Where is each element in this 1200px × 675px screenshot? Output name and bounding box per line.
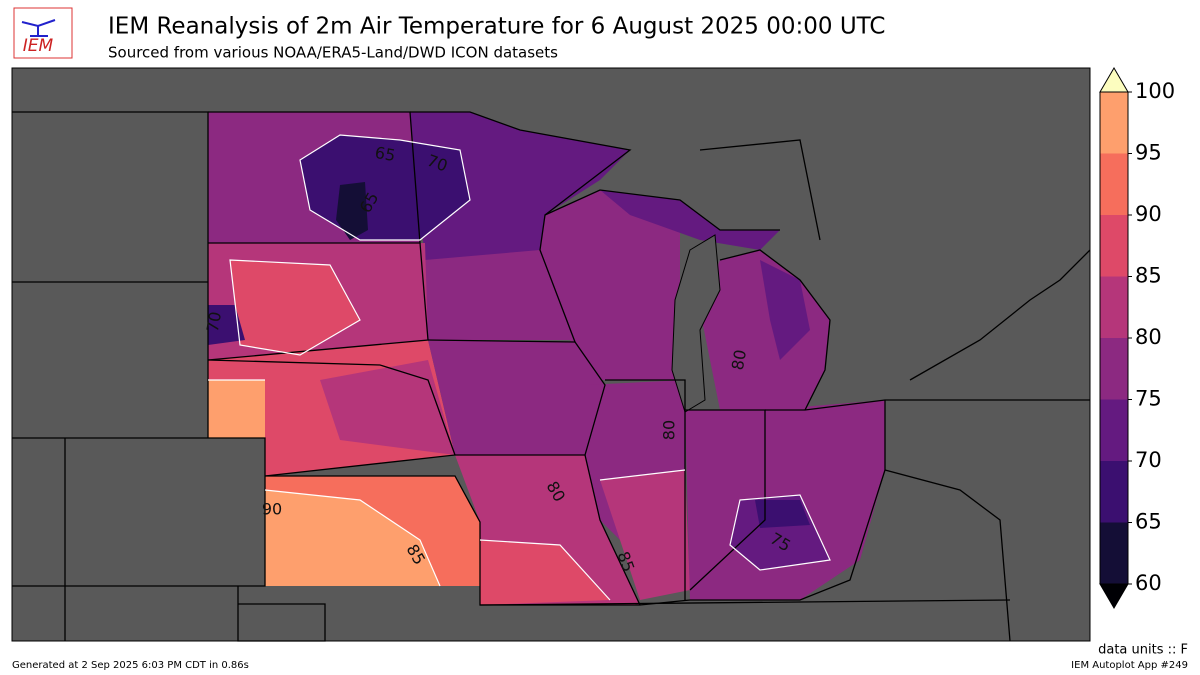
- colorbar-tick-label: 85: [1135, 264, 1162, 288]
- colorbar-tick-label: 95: [1135, 141, 1162, 165]
- colorbar: 60 65 70 75 80 85 90 95 100: [1099, 67, 1175, 609]
- contour-line: [208, 379, 441, 587]
- logo-icon: [21, 19, 56, 37]
- colorbar-band: [1100, 461, 1128, 523]
- border: [237, 586, 326, 642]
- colorbar-band: [1100, 522, 1128, 584]
- contour-label: 80: [660, 420, 679, 440]
- field: [208, 380, 265, 438]
- colorbar-tick-label: 80: [1135, 325, 1162, 349]
- colorbar-tick-label: 60: [1135, 571, 1162, 595]
- field: [320, 360, 455, 455]
- colorbar-band: [1100, 153, 1128, 215]
- footer-left: Generated at 2 Sep 2025 6:03 PM CDT in 0…: [12, 660, 249, 671]
- colorbar-band: [1100, 338, 1128, 400]
- border: [699, 139, 821, 241]
- border: [884, 469, 1011, 642]
- contour-label: 65: [373, 143, 396, 165]
- border: [265, 400, 886, 606]
- colorbar-tick-label: 70: [1135, 448, 1162, 472]
- field: [265, 490, 440, 586]
- contour-line: [299, 134, 471, 241]
- contour-line: [229, 259, 361, 356]
- contour-line: [479, 469, 686, 601]
- border: [208, 111, 421, 244]
- title: IEM Reanalysis of 2m Air Temperature for…: [108, 14, 885, 40]
- contour-label: 70: [203, 310, 225, 333]
- contour-label: 80: [728, 348, 750, 371]
- border: [765, 399, 1090, 411]
- colorbar-tick-label: 100: [1135, 79, 1175, 103]
- colorbar-tick-label: 65: [1135, 510, 1162, 534]
- border: [410, 111, 632, 343]
- colorbar-band: [1100, 276, 1128, 338]
- border: [12, 437, 266, 587]
- lake: [671, 234, 721, 413]
- colorbar-over: [1099, 67, 1129, 93]
- border: [584, 454, 641, 606]
- field: [755, 500, 810, 528]
- border: [544, 189, 780, 231]
- field: [425, 190, 680, 380]
- field: [230, 260, 360, 355]
- field: [208, 305, 245, 345]
- field: [760, 260, 810, 360]
- border: [207, 359, 456, 477]
- border: [479, 599, 1011, 606]
- field: [410, 112, 630, 260]
- subtitle: Sourced from various NOAA/ERA5-Land/DWD …: [108, 44, 558, 62]
- colorbar-tick-label: 90: [1135, 202, 1162, 226]
- logo: IEM: [13, 7, 73, 59]
- field: [480, 540, 610, 605]
- units-label: data units :: F: [1098, 643, 1188, 658]
- border: [455, 341, 606, 456]
- field: [600, 470, 690, 600]
- border: [685, 409, 766, 591]
- colorbar-tick-label: 75: [1135, 387, 1162, 411]
- colorbar-band: [1100, 215, 1128, 277]
- border: [719, 249, 831, 411]
- contour-label: 90: [262, 500, 282, 519]
- contour-line: [729, 494, 831, 571]
- colorbar-band: [1100, 399, 1128, 461]
- field: [600, 190, 780, 250]
- colorbar-under: [1099, 583, 1129, 609]
- logo-text: IEM: [23, 36, 54, 56]
- border: [909, 249, 1091, 381]
- colorbar-band: [1100, 92, 1128, 154]
- footer-right: IEM Autoplot App #249: [1071, 660, 1188, 671]
- logo-frame: [13, 7, 73, 59]
- field: [428, 340, 605, 455]
- border: [605, 379, 686, 600]
- field: [336, 182, 368, 240]
